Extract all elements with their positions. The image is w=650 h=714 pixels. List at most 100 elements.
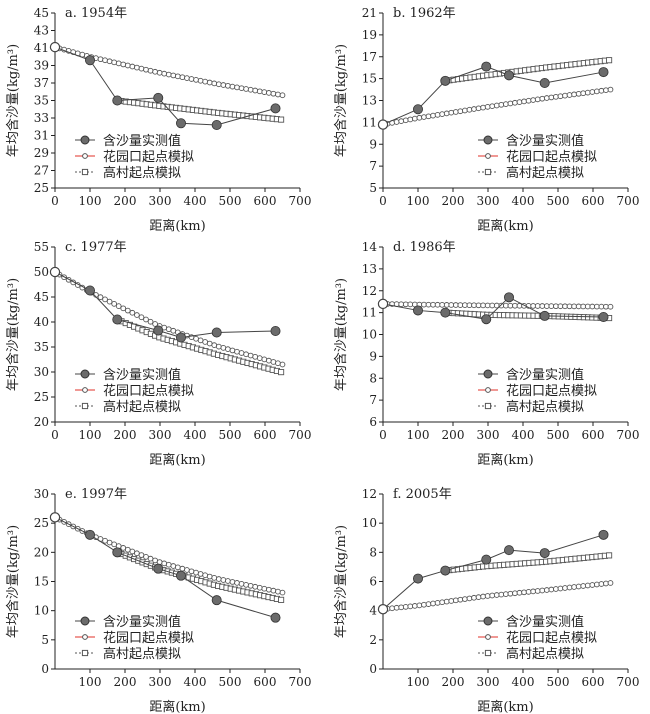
huayuankou-sim-point <box>416 114 423 121</box>
measured-point <box>112 95 123 106</box>
huayuankou-sim-point <box>521 589 527 596</box>
y-tick-label: 13 <box>362 262 377 276</box>
huayuankou-sim-point <box>498 101 505 108</box>
huayuankou-sim-point <box>475 105 482 112</box>
huayuankou-sim-point <box>407 603 414 610</box>
y-axis-label: 年均含沙量(kg/m³) <box>333 525 349 638</box>
huayuankou-sim-point <box>493 592 500 598</box>
legend-gaocun-marker <box>81 168 89 176</box>
huayuankou-sim-point <box>256 88 263 95</box>
x-tick-label: 300 <box>149 428 172 442</box>
huayuankou-sim-point <box>457 302 464 308</box>
huayuankou-sim-line <box>54 516 283 594</box>
y-tick-label: 12 <box>362 284 377 298</box>
y-axis-label: 年均含沙量(kg/m³) <box>5 278 21 391</box>
huayuankou-sim-point <box>489 592 496 599</box>
x-tick-label: 300 <box>149 194 172 208</box>
legend-huayuankou-label: 花园口起点模拟 <box>103 383 194 399</box>
huayuankou-sim-point <box>557 93 564 100</box>
huayuankou-sim-point <box>507 100 514 107</box>
y-tick-label: 9 <box>369 137 377 151</box>
huayuankou-sim-point <box>102 57 108 64</box>
huayuankou-sim-point <box>143 66 149 73</box>
panel-c: 20 25 30 35 40 45 50 55 0 100 200 300 400 500 600 700 c.… <box>5 240 311 468</box>
x-tick-label: 500 <box>547 194 570 208</box>
x-tick-label: 100 <box>79 675 102 689</box>
x-tick-label: 600 <box>254 428 277 442</box>
huayuankou-sim-point <box>434 599 441 606</box>
huayuankou-sim-point <box>220 577 227 583</box>
huayuankou-sim-point <box>430 301 436 308</box>
huayuankou-sim-point <box>211 575 218 581</box>
x-tick-label: 700 <box>289 428 312 442</box>
huayuankou-sim-point <box>170 327 177 334</box>
huayuankou-sim-point <box>238 581 245 587</box>
huayuankou-sim-point <box>603 87 609 94</box>
huayuankou-sim-point <box>124 546 131 553</box>
x-tick-label: 200 <box>442 675 465 689</box>
measured-point <box>598 67 609 78</box>
measured-point <box>153 563 164 574</box>
huayuankou-sim-point <box>543 303 550 309</box>
legend-gaocun-marker <box>484 649 492 657</box>
huayuankou-sim-point <box>548 303 555 309</box>
huayuankou-sim-point <box>575 303 582 310</box>
x-tick-label: 200 <box>442 194 465 208</box>
huayuankou-sim-point <box>179 565 186 572</box>
huayuankou-sim-point <box>102 537 108 544</box>
huayuankou-sim-point <box>484 302 491 309</box>
y-tick-label: 7 <box>369 393 377 407</box>
measured-point <box>211 595 222 606</box>
huayuankou-sim-point <box>115 60 122 67</box>
huayuankou-sim-point <box>607 580 614 586</box>
legend-huayuankou-marker <box>82 153 88 159</box>
huayuankou-sim-point <box>539 587 546 594</box>
huayuankou-sim-point <box>202 339 209 345</box>
y-tick-label: 0 <box>41 662 49 676</box>
y-tick-label: 12 <box>362 487 377 501</box>
y-tick-label: 4 <box>369 604 377 618</box>
huayuankou-sim-point <box>220 82 227 88</box>
huayuankou-sim-point <box>425 301 432 308</box>
y-tick-label: 35 <box>34 94 49 108</box>
huayuankou-sim-point <box>270 90 277 97</box>
huayuankou-sim-point <box>475 594 482 601</box>
huayuankou-sim-point <box>553 303 559 310</box>
y-tick-label: 55 <box>34 240 49 254</box>
legend-measured-label: 含沙量实测值 <box>506 614 584 630</box>
huayuankou-sim-point <box>534 303 541 309</box>
huayuankou-sim-point <box>457 108 464 115</box>
y-tick-label: 25 <box>34 516 49 530</box>
x-tick-label: 600 <box>582 194 605 208</box>
y-tick-label: 14 <box>362 240 378 254</box>
x-tick-label: 700 <box>617 675 640 689</box>
legend-measured-label: 含沙量实测值 <box>103 133 181 149</box>
x-tick-label: 400 <box>184 428 207 442</box>
y-tick-label: 50 <box>34 265 49 279</box>
huayuankou-sim-point <box>421 601 427 608</box>
legend-gaocun-label: 高村起点模拟 <box>506 399 584 415</box>
huayuankou-sim-point <box>412 603 418 609</box>
huayuankou-sim-point <box>252 583 259 590</box>
huayuankou-sim-point <box>152 321 158 327</box>
huayuankou-sim-point <box>421 114 427 120</box>
huayuankou-sim-point <box>493 102 500 109</box>
huayuankou-sim-point <box>484 104 491 110</box>
huayuankou-sim-point <box>402 301 409 308</box>
huayuankou-sim-point <box>188 568 195 575</box>
huayuankou-sim-point <box>434 301 441 308</box>
huayuankou-sim-point <box>480 104 486 111</box>
y-tick-label: 0 <box>369 662 377 676</box>
measured-point <box>112 314 123 325</box>
x-tick-label: 500 <box>219 675 242 689</box>
measured-point <box>85 285 96 296</box>
y-tick-label: 6 <box>369 415 377 429</box>
legend-gaocun-label: 高村起点模拟 <box>103 399 181 415</box>
huayuankou-sim-point <box>512 590 518 597</box>
y-tick-label: 7 <box>369 159 377 173</box>
huayuankou-sim-point <box>603 580 609 587</box>
measured-point <box>175 332 186 343</box>
huayuankou-sim-point <box>106 58 113 65</box>
measured-point <box>598 311 609 322</box>
y-tick-label: 45 <box>34 290 49 304</box>
